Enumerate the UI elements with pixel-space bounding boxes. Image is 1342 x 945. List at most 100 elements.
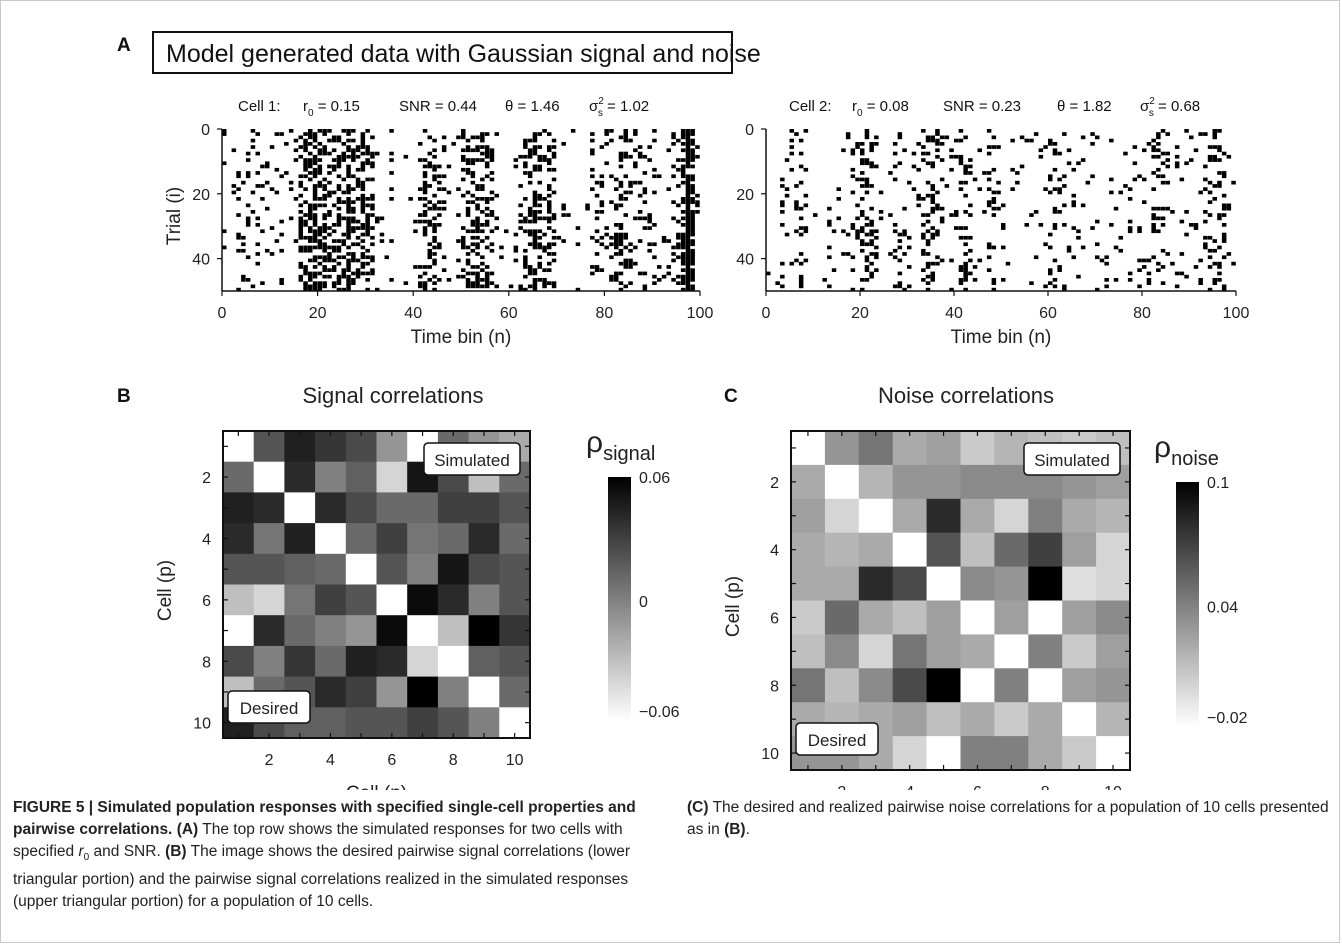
spike [551, 284, 557, 289]
spike [935, 206, 940, 211]
spike [671, 245, 676, 250]
spike [1179, 271, 1185, 276]
spike [499, 255, 504, 260]
spike [284, 171, 289, 175]
spike [1212, 184, 1217, 188]
spike [370, 197, 375, 201]
spike [1207, 200, 1213, 204]
spike [422, 187, 428, 191]
spike [346, 154, 351, 159]
heatmap-cell [926, 736, 962, 771]
spike [921, 278, 926, 282]
spike [245, 278, 251, 282]
y-tick-label: 6 [202, 593, 211, 610]
spike [523, 219, 528, 224]
spike [676, 158, 681, 162]
spike [680, 129, 686, 133]
spike [652, 190, 657, 195]
spike [303, 187, 308, 191]
spike [484, 197, 490, 201]
spike [1071, 226, 1076, 230]
spike [874, 235, 879, 240]
spike [864, 158, 870, 162]
spike [360, 206, 366, 211]
spike [958, 129, 964, 133]
spike [303, 287, 308, 292]
spike [789, 261, 794, 266]
spike [1231, 180, 1236, 185]
spike [532, 197, 538, 201]
spike [370, 255, 375, 260]
spike [1109, 223, 1114, 227]
spike [461, 242, 466, 247]
spike [925, 252, 931, 256]
spike [327, 210, 332, 214]
spike [518, 184, 523, 188]
spike [685, 203, 691, 208]
spike [327, 232, 332, 237]
spike [336, 219, 342, 224]
spike [690, 229, 695, 234]
spike [911, 187, 917, 191]
spike [365, 226, 370, 230]
spike [695, 203, 700, 208]
spike [355, 154, 361, 159]
spike [1198, 281, 1203, 285]
heatmap-cell [960, 634, 995, 669]
spike [265, 164, 270, 169]
spike [869, 161, 874, 166]
spike [513, 258, 519, 263]
spike [279, 278, 284, 282]
spike [1151, 138, 1156, 143]
spike [403, 281, 409, 285]
spike [379, 232, 385, 237]
heatmap-cell [1096, 498, 1131, 534]
spike [1095, 242, 1100, 247]
spike [618, 248, 624, 253]
spike [850, 190, 856, 195]
spike [968, 164, 973, 169]
spike [958, 235, 964, 240]
spike [1212, 135, 1217, 140]
spike [685, 242, 691, 247]
spike [695, 200, 700, 204]
spike [1165, 180, 1170, 185]
cell2-snr-value: 0.23 [992, 98, 1021, 115]
spike [1226, 203, 1232, 208]
cell2-parameters: Cell 2: r0 = 0.08 SNR = 0.23 θ = 1.82 σ2… [789, 96, 1200, 119]
spike [470, 271, 476, 276]
spike [1062, 174, 1067, 179]
spike [322, 203, 327, 208]
spike [888, 252, 893, 256]
spike [312, 232, 318, 237]
heatmap-cell [345, 461, 378, 493]
spike [647, 158, 652, 162]
spike [317, 239, 323, 243]
spike [780, 210, 785, 214]
spike [680, 167, 686, 172]
spike [1123, 151, 1128, 156]
spike [642, 200, 648, 204]
spike [996, 145, 1001, 149]
spike [1052, 284, 1058, 289]
spike [346, 184, 351, 188]
heatmap-cell [824, 668, 860, 703]
spike [963, 210, 968, 214]
spike [480, 145, 485, 149]
cell1-r0: r0 = 0.15 [303, 98, 360, 119]
spike [614, 252, 619, 256]
spike [637, 210, 643, 214]
panel-b-letter: B [117, 386, 131, 407]
spike [671, 142, 676, 146]
spike [312, 287, 318, 292]
spike [968, 248, 973, 253]
spike [888, 171, 893, 175]
spike [958, 265, 964, 269]
spike [351, 151, 356, 156]
spike [614, 235, 619, 240]
spike [902, 148, 907, 153]
heatmap-cell [345, 584, 378, 616]
spike [869, 219, 874, 224]
spike [537, 167, 542, 172]
spike [1170, 261, 1175, 266]
